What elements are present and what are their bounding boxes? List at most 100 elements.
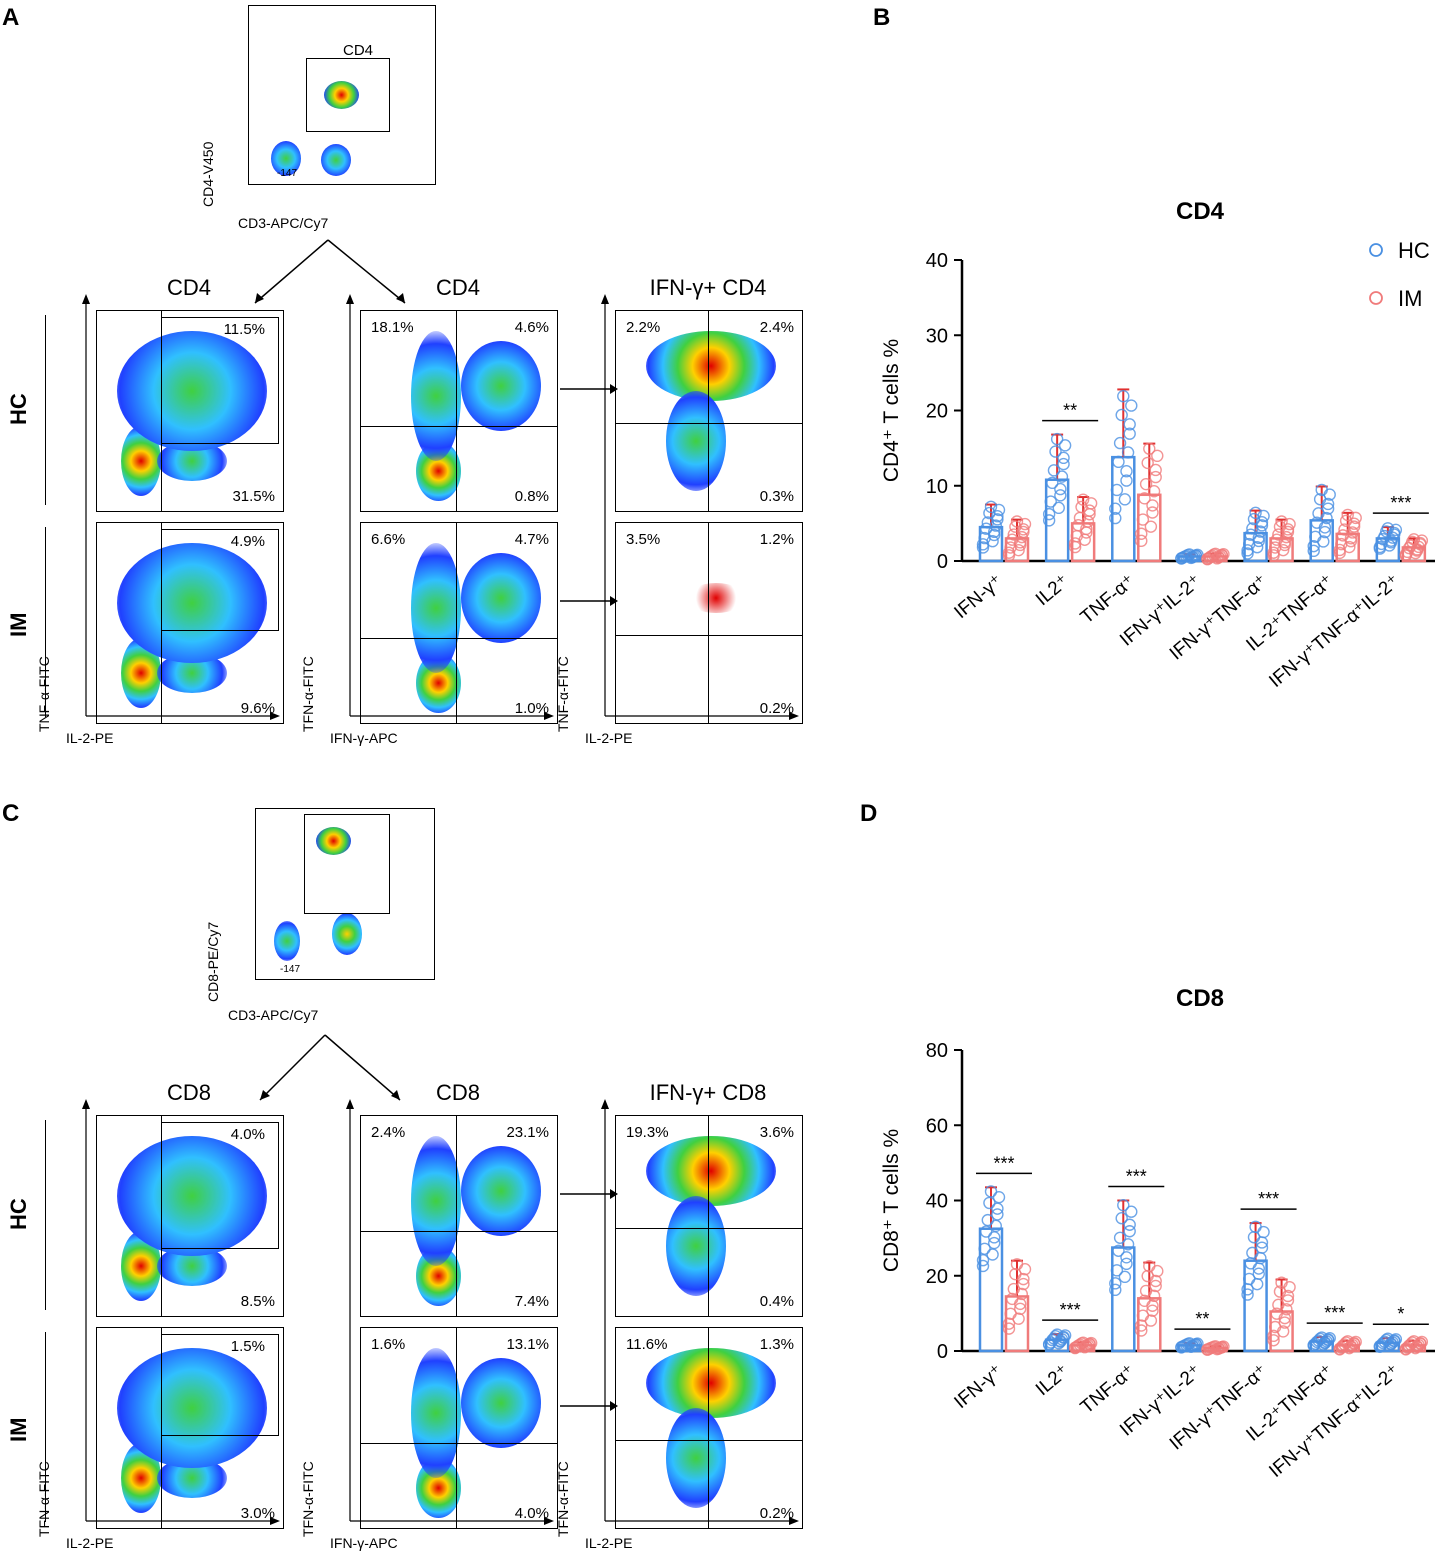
axis-arrows [82,294,280,720]
data-point-im [1412,1338,1425,1352]
data-point-im [1135,534,1148,548]
data-point-im [1135,1319,1148,1332]
data-point-im [1146,506,1159,519]
data-point-im [1147,1289,1161,1303]
data-point-hc [1113,1231,1127,1244]
y-tick-label: 40 [926,1191,948,1213]
cd4-bar-chart: 0 10 20 30 40 CD4⁺ T cells % IFN-γ⁺ IL2⁺ TNF-α⁺ I… [880,240,1435,692]
upper-percent: 1.5% [230,1338,265,1355]
axis-arrows [82,1099,280,1525]
data-point-im [1139,477,1153,491]
data-point-im [1270,533,1283,546]
data-point-hc [979,1225,993,1238]
data-point-im [1267,546,1280,559]
data-point-im [1009,520,1022,533]
bar-hc [1111,455,1136,563]
significance-stars: *** [1060,1300,1081,1320]
data-point-hc [1242,537,1256,551]
data-point-hc [987,1231,1001,1244]
column-title: CD8 [166,1080,211,1105]
data-point-hc [1049,445,1062,458]
gating-arrow [560,596,618,606]
data-point-im [1212,1342,1225,1355]
upper-right-percent: 23.1% [506,1124,549,1141]
y-axis-label: TNF-α-FITC [555,656,571,732]
quadrant-line-vertical [708,523,709,723]
significance-stars: *** [1258,1189,1279,1209]
data-point-hc [1386,1336,1399,1349]
upper-percent: 11.5% [223,321,265,338]
quadrant-line-vertical [161,311,162,511]
x-axis-label: IL-2-PE [66,1535,114,1551]
data-point-im [1275,515,1288,528]
group-label-im: IM [6,1417,31,1442]
data-point-hc [1042,1337,1056,1351]
data-point-hc [1307,1338,1320,1352]
data-point-hc [1186,1339,1199,1353]
cd8-negative-population-1 [274,921,300,961]
data-point-hc [1247,512,1261,526]
lower-right-percent: 4.0% [514,1505,549,1522]
data-point-hc [1310,1335,1324,1349]
significance-stars: ** [1195,1309,1209,1329]
data-point-hc [1373,1339,1387,1353]
data-point-im [1072,518,1085,532]
data-point-im [1151,449,1164,463]
data-point-im [1017,523,1030,536]
data-point-hc [1120,474,1133,487]
data-point-hc [1186,550,1199,564]
data-point-hc [1123,418,1136,431]
y-tick-label: 40 [926,250,948,272]
flow-plot-im-3: 3.5% 1.2% 0.2% [615,522,803,724]
data-point-hc [1052,501,1065,515]
y-axis-label: TFN-α-FITC [555,1461,571,1537]
data-point-hc [991,1202,1004,1215]
upper-right-percent: 2.4% [759,319,794,336]
data-point-im [1017,1277,1030,1291]
cd4-gate [306,58,390,132]
data-point-im [1344,1340,1358,1353]
y-axis-label: TFN-α-FITC [300,1461,316,1537]
data-point-hc [1307,539,1320,553]
upper-right-percent: 3.6% [759,1124,794,1141]
data-point-im [1344,532,1358,545]
significance-stars: ** [1063,401,1077,421]
quadrant-line-horizontal [361,1231,557,1232]
quadrant-line-horizontal [616,423,802,424]
data-point-hc [1118,1270,1132,1284]
data-point-hc [1058,439,1072,452]
quadrant-line-horizontal [361,426,557,427]
x-axis-label: IL-2-PE [66,730,114,746]
cell-population [411,1136,461,1266]
data-point-hc [1247,1231,1261,1244]
data-point-hc [1046,1333,1059,1347]
y-tick-label: 20 [926,1266,948,1288]
axis-arrows [346,294,554,720]
quadrant-line-horizontal [616,1228,802,1229]
data-point-hc [1241,1283,1254,1296]
column-title: CD4 [166,275,211,300]
data-point-hc [991,509,1004,523]
category-label: IL2⁺ [1032,1361,1073,1401]
cell-population [411,331,461,461]
cell-population [646,1136,776,1206]
panel-letter-a: A [2,4,20,31]
data-point-im [1414,1336,1427,1350]
data-point-hc [1117,1199,1130,1212]
panel-letter-d: D [860,800,878,827]
y-tick-label: 0 [937,551,948,573]
data-point-hc [1125,1205,1138,1218]
upper-left-percent: 2.2% [626,319,661,336]
data-point-hc [1123,1218,1136,1231]
data-point-im [1005,1292,1019,1306]
data-point-im [1336,1339,1350,1352]
data-point-hc [1318,521,1332,534]
upper-right-percent: 1.3% [759,1336,794,1353]
legend-marker-hc [1369,243,1383,257]
data-point-im [1149,1279,1162,1293]
data-point-im [1017,1272,1030,1286]
data-point-im [1135,1324,1148,1337]
data-point-hc [1241,547,1254,560]
data-point-im [1399,548,1413,561]
category-label: IFN-γ⁺ [950,1361,1007,1413]
